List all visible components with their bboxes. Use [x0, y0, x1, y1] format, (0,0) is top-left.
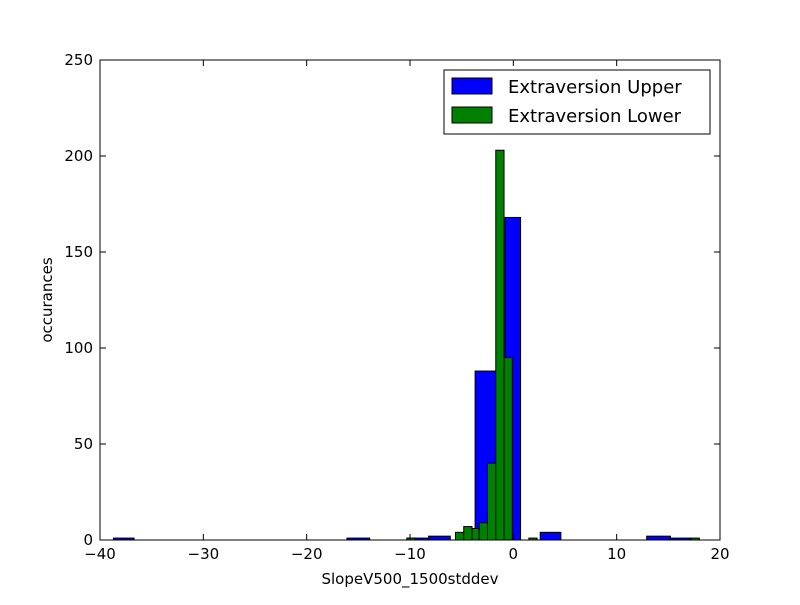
bar-extraversion-upper-7 — [646, 535, 671, 541]
y-tick-label-3: 150 — [64, 243, 93, 261]
x-tick-label-6: 20 — [710, 545, 729, 563]
x-tick-label-3: −10 — [394, 545, 426, 563]
bar-extraversion-lower-6 — [495, 149, 505, 541]
legend-swatch-extraversion-lower — [451, 106, 493, 124]
bar-extraversion-lower-5 — [487, 462, 497, 541]
y-tick-label-0: 0 — [83, 531, 93, 549]
y-tick-label-4: 200 — [64, 147, 93, 165]
x-tick-label-0: −40 — [84, 545, 116, 563]
x-tick-label-5: 10 — [607, 545, 626, 563]
bar-extraversion-lower-3 — [471, 527, 480, 541]
x-tick-label-4: 0 — [509, 545, 519, 563]
y-axis-label: occurances — [38, 257, 56, 343]
y-tick-label-5: 250 — [64, 51, 93, 69]
x-tick-label-2: −20 — [291, 545, 323, 563]
bar-extraversion-lower-4 — [478, 522, 489, 541]
x-tick-label-1: −30 — [188, 545, 220, 563]
bar-extraversion-lower-7 — [503, 357, 513, 541]
x-axis-label: SlopeV500_1500stddev — [321, 570, 498, 589]
y-tick-label-2: 100 — [64, 339, 93, 357]
bar-extraversion-lower-2 — [463, 526, 473, 541]
bar-extraversion-upper-6 — [539, 531, 562, 541]
legend-label-extraversion-lower: Extraversion Lower — [508, 106, 682, 127]
legend-swatch-extraversion-upper — [451, 77, 493, 95]
bar-extraversion-lower-1 — [454, 531, 465, 541]
bar-extraversion-upper-3 — [428, 535, 451, 541]
legend: Extraversion Upper Extraversion Lower — [443, 69, 711, 135]
y-tick-label-1: 50 — [74, 435, 93, 453]
legend-label-extraversion-upper: Extraversion Upper — [508, 77, 682, 98]
